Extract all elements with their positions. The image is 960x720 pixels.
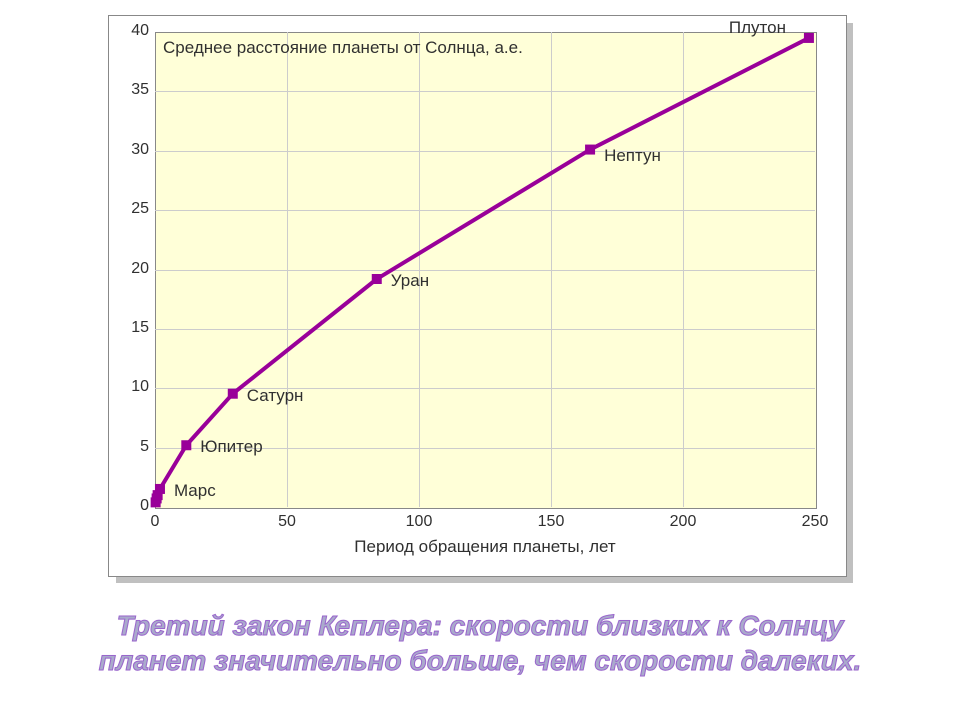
data-marker [585,145,595,155]
planet-label: Юпитер [200,437,262,457]
data-marker [155,484,165,494]
planet-label: Марс [174,481,216,501]
data-curve [0,0,960,720]
data-marker [372,274,382,284]
data-marker [228,389,238,399]
data-marker [181,440,191,450]
series-line [156,38,809,502]
data-marker [804,33,814,43]
planet-label: Нептун [604,146,661,166]
planet-label: Сатурн [247,386,304,406]
planet-label: Плутон [729,18,786,38]
planet-label: Уран [391,271,429,291]
